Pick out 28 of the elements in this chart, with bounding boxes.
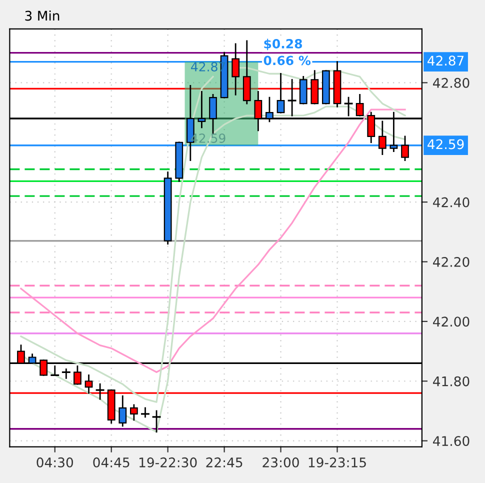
y-tick-label: 41.80: [433, 376, 470, 386]
candlestick: [62, 368, 70, 379]
x-tick-label: 19-23:15: [308, 457, 366, 468]
candlestick: [141, 407, 150, 418]
ref-line-label: 42.59: [428, 139, 464, 150]
y-tick-label: 42.80: [433, 78, 470, 88]
line-series: [20, 108, 406, 374]
candlestick: [401, 136, 409, 161]
y-tick-label: 42.20: [433, 256, 470, 267]
x-tick-label: 19-22:30: [139, 457, 197, 468]
annotation: 0.66 %: [264, 56, 311, 66]
candlestick: [152, 410, 161, 433]
ref-line-label: 42.87: [428, 56, 464, 66]
candlestick: [130, 404, 138, 421]
candlestick: [74, 366, 82, 385]
candlestick: [96, 383, 104, 400]
x-tick-label: 04:30: [36, 457, 74, 468]
y-tick-label: 42.00: [433, 316, 470, 327]
y-tick-label: 41.60: [433, 436, 470, 446]
x-tick-label: 23:00: [262, 457, 299, 468]
candlestick: [299, 76, 308, 104]
candlestick: [276, 73, 285, 114]
candlestick: [118, 395, 127, 427]
annotation: $0.28: [264, 38, 302, 50]
x-tick-label: 22:45: [206, 457, 242, 468]
y-tick-label: 42.40: [433, 197, 470, 208]
x-tick-label: 04:45: [93, 457, 130, 468]
chart-title: 3 Min: [25, 10, 60, 21]
